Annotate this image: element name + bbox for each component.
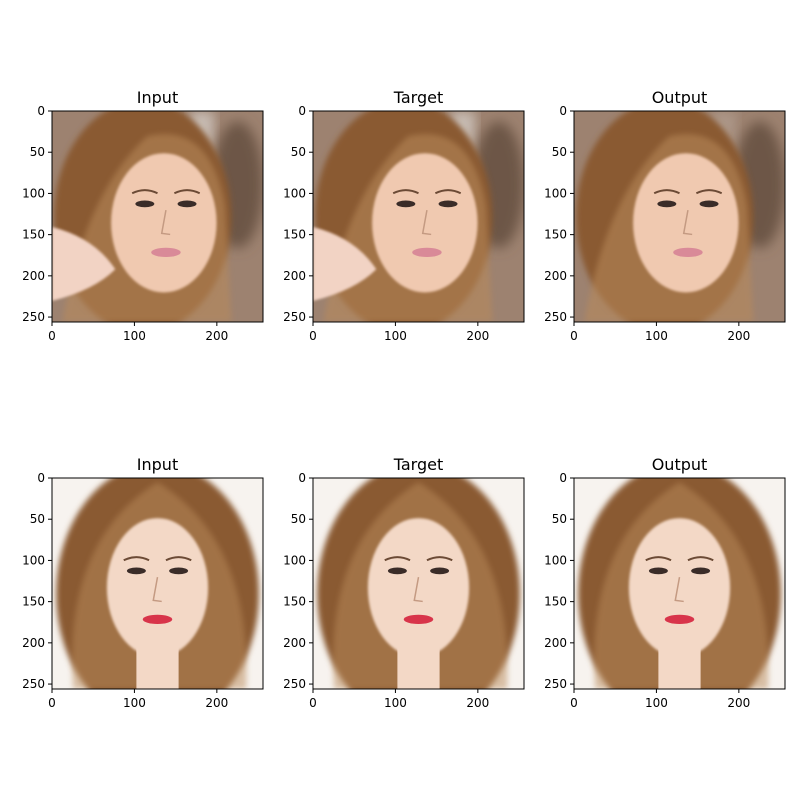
y-tick-label: 150 (283, 228, 306, 242)
panel-title: Input (137, 455, 178, 474)
panel-title: Target (393, 88, 444, 107)
y-tick-label: 150 (544, 595, 567, 609)
y-tick-label: 50 (291, 145, 306, 159)
x-tick-label: 200 (466, 696, 489, 710)
face-photo (574, 478, 785, 689)
panel-title: Output (652, 455, 708, 474)
x-tick-label: 0 (309, 329, 317, 343)
y-tick-label: 150 (22, 228, 45, 242)
x-tick-label: 200 (205, 329, 228, 343)
y-tick-label: 250 (22, 677, 45, 691)
y-tick-label: 100 (22, 186, 45, 200)
y-tick-label: 0 (298, 471, 306, 485)
y-tick-label: 100 (544, 553, 567, 567)
x-tick-label: 100 (384, 696, 407, 710)
axes-frame (312, 477, 525, 690)
y-tick-label: 250 (544, 677, 567, 691)
x-tick-label: 200 (727, 329, 750, 343)
x-tick-label: 100 (123, 329, 146, 343)
face-photo (52, 111, 263, 322)
y-tick-label: 100 (22, 553, 45, 567)
y-tick-label: 100 (544, 186, 567, 200)
panel-title: Input (137, 88, 178, 107)
x-tick-label: 0 (309, 696, 317, 710)
y-tick-label: 50 (552, 512, 567, 526)
face-photo (313, 478, 524, 689)
y-tick-label: 100 (283, 186, 306, 200)
y-tick-label: 50 (30, 145, 45, 159)
axes-frame (573, 477, 786, 690)
x-tick-label: 0 (570, 696, 578, 710)
y-tick-label: 50 (291, 512, 306, 526)
y-tick-label: 200 (544, 269, 567, 283)
x-tick-label: 100 (645, 329, 668, 343)
x-tick-label: 100 (645, 696, 668, 710)
y-tick-label: 200 (22, 636, 45, 650)
y-tick-label: 250 (283, 677, 306, 691)
x-tick-label: 0 (48, 696, 56, 710)
y-tick-label: 0 (559, 104, 567, 118)
x-tick-label: 200 (466, 329, 489, 343)
panel-title: Target (393, 455, 444, 474)
x-tick-label: 0 (570, 329, 578, 343)
x-tick-label: 200 (727, 696, 750, 710)
y-tick-label: 50 (30, 512, 45, 526)
axes-frame (312, 110, 525, 323)
y-tick-label: 200 (22, 269, 45, 283)
y-tick-label: 150 (283, 595, 306, 609)
y-tick-label: 50 (552, 145, 567, 159)
y-tick-label: 0 (559, 471, 567, 485)
y-tick-label: 0 (37, 104, 45, 118)
y-tick-label: 200 (544, 636, 567, 650)
x-tick-label: 0 (48, 329, 56, 343)
y-tick-label: 0 (37, 471, 45, 485)
x-tick-label: 100 (123, 696, 146, 710)
y-tick-label: 250 (22, 310, 45, 324)
y-tick-label: 250 (544, 310, 567, 324)
y-tick-label: 0 (298, 104, 306, 118)
axes-frame (51, 110, 264, 323)
x-tick-label: 100 (384, 329, 407, 343)
y-tick-label: 200 (283, 269, 306, 283)
x-tick-label: 200 (205, 696, 228, 710)
axes-frame (573, 110, 786, 323)
face-photo (313, 111, 524, 322)
y-tick-label: 150 (544, 228, 567, 242)
y-tick-label: 250 (283, 310, 306, 324)
y-tick-label: 100 (283, 553, 306, 567)
face-photo (52, 478, 263, 689)
panel-title: Output (652, 88, 708, 107)
axes-frame (51, 477, 264, 690)
face-photo (574, 111, 785, 322)
y-tick-label: 200 (283, 636, 306, 650)
y-tick-label: 150 (22, 595, 45, 609)
